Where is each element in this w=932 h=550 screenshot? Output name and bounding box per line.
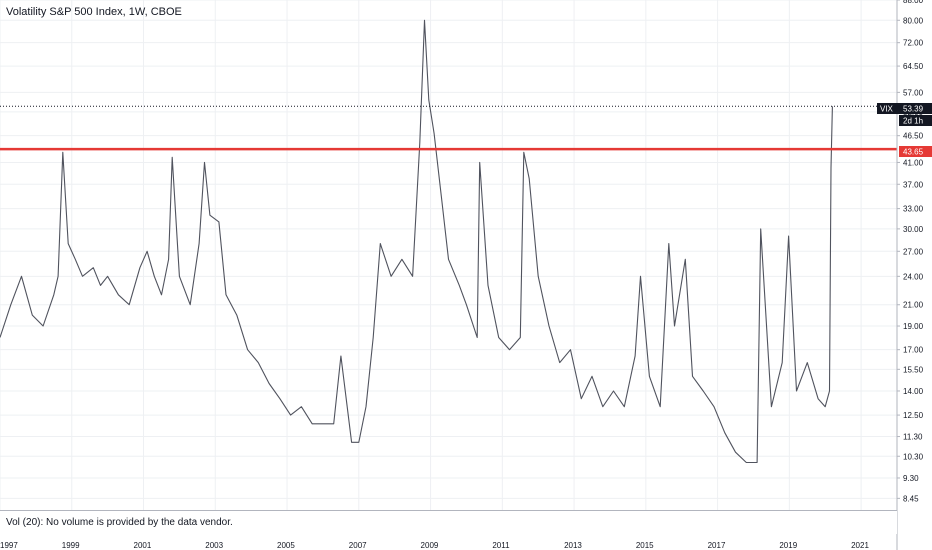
level-layer[interactable] — [0, 105, 897, 151]
x-tick-label: 2003 — [205, 541, 223, 550]
vix-tag-bg — [877, 103, 899, 114]
y-tick-label: 12.50 — [903, 411, 924, 420]
x-tick-label: 1997 — [0, 541, 18, 550]
x-tick-label: 2007 — [349, 541, 367, 550]
y-tick-label: 10.30 — [903, 452, 924, 461]
vix-value-bg — [899, 103, 932, 114]
y-tick-label: 72.00 — [903, 39, 924, 48]
x-tick-label: 2009 — [421, 541, 439, 550]
y-tick-label: 30.00 — [903, 225, 924, 234]
x-tick-label: 1999 — [62, 541, 80, 550]
countdown-bg — [899, 115, 932, 126]
y-tick-label: 14.00 — [903, 387, 924, 396]
x-tick-label: 2021 — [851, 541, 869, 550]
x-tick-label: 2015 — [636, 541, 654, 550]
time-axis[interactable]: 1997 1999 2001 2003 2005 2007 2009 2011 2013 2015… — [0, 532, 897, 550]
y-tick-label: 33.00 — [903, 205, 924, 214]
price-tags: VIX 53.39 2d 1h 43.65 — [877, 103, 932, 157]
x-tick-label: 2011 — [492, 541, 510, 550]
vix-value-label: 53.39 — [903, 105, 924, 114]
level-tag-label: 43.65 — [903, 148, 924, 157]
x-tick-label: 2017 — [708, 541, 726, 550]
chart-title: Volatility S&P 500 Index, 1W, CBOE — [6, 6, 182, 18]
y-tick-label: 41.00 — [903, 158, 924, 167]
y-tick-label: 80.00 — [903, 16, 924, 25]
volume-panel[interactable]: Vol (20): No volume is provided by the d… — [0, 510, 897, 534]
y-tick-label: 21.00 — [903, 301, 924, 310]
y-tick-label: 11.30 — [903, 433, 923, 442]
y-tick-label: 64.50 — [903, 62, 924, 71]
y-tick-label: 88.00 — [903, 0, 924, 5]
y-tick-label: 27.00 — [903, 247, 924, 256]
y-tick-label: 17.00 — [903, 346, 924, 355]
countdown-label: 2d 1h — [903, 117, 923, 126]
y-tick-label: 9.30 — [903, 474, 919, 483]
x-tick-label: 2001 — [134, 541, 152, 550]
grid-lines — [0, 0, 897, 510]
y-tick-label: 46.50 — [903, 132, 924, 141]
y-tick-label: 37.00 — [903, 180, 924, 189]
level-tag-bg — [899, 146, 932, 157]
price-axis[interactable]: 8.45 9.30 10.30 11.30 12.50 14.00 15.50 17.00 19… — [896, 0, 924, 550]
y-tick-label: 19.00 — [903, 322, 924, 331]
x-tick-label: 2005 — [277, 541, 295, 550]
y-tick-label: 8.45 — [903, 494, 919, 503]
x-tick-label: 2013 — [564, 541, 582, 550]
y-tick-label: 57.00 — [903, 88, 924, 97]
x-tick-label: 2019 — [779, 541, 797, 550]
series-line-vix — [0, 19, 833, 464]
y-tick-label: 24.00 — [903, 272, 924, 281]
series-layer — [0, 19, 833, 464]
y-tick-label: 15.50 — [903, 365, 924, 374]
vix-tag-label: VIX — [880, 105, 894, 114]
volume-panel-text: Vol (20): No volume is provided by the d… — [6, 517, 233, 528]
